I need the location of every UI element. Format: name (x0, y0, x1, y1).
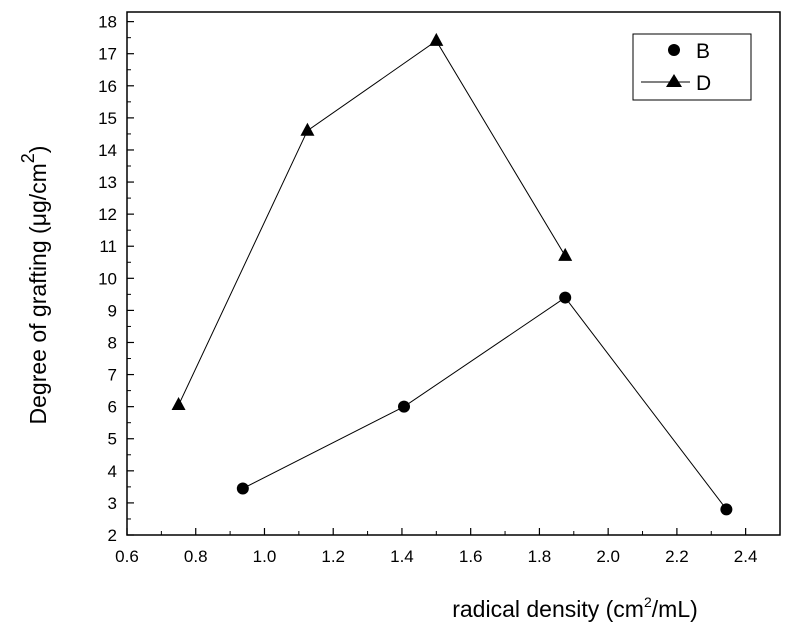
series-b-point (559, 291, 572, 304)
series-d-point (429, 32, 444, 46)
series-b-point (720, 503, 733, 516)
x-tick-label: 1.4 (390, 547, 414, 566)
y-tick-label: 4 (108, 462, 117, 481)
series-d-point (171, 397, 186, 411)
legend-box (632, 33, 752, 101)
x-tick-label: 0.8 (184, 547, 208, 566)
y-tick-label: 9 (108, 301, 117, 320)
x-axis-title: radical density (cm2/mL) (452, 594, 698, 622)
series-b-point (236, 482, 249, 495)
x-axis-ticks: 0.6 0.8 1.0 1.2 1.4 1.6 1.8 2.0 2.2 2.4 (115, 528, 757, 566)
y-axis-title: Degree of grafting (μg/cm2) (18, 146, 51, 425)
x-tick-label: 1.2 (321, 547, 345, 566)
legend-item-d: D (641, 72, 711, 95)
y-tick-label: 15 (98, 109, 117, 128)
series-d-line (178, 40, 566, 406)
y-tick-label: 8 (108, 333, 117, 352)
x-tick-label: 2.0 (596, 547, 620, 566)
y-tick-label: 16 (98, 77, 117, 96)
y-tick-label: 10 (98, 269, 117, 288)
x-tick-label: 1.0 (253, 547, 277, 566)
y-tick-label: 6 (108, 398, 117, 417)
y-tick-label: 11 (99, 237, 117, 256)
series-d-point (558, 247, 573, 261)
y-tick-label: 3 (108, 494, 117, 513)
x-tick-label: 0.6 (115, 547, 139, 566)
legend-marker-b (668, 44, 680, 56)
series-layer (171, 32, 733, 516)
legend-label-b: B (696, 40, 710, 63)
series-d-point (300, 122, 315, 136)
legend-item-b: B (668, 40, 710, 63)
y-tick-label: 7 (108, 366, 117, 385)
legend: B D (632, 33, 752, 101)
y-axis-ticks: 2 3 4 5 6 7 8 9 10 11 12 13 14 15 16 17 18 (98, 13, 134, 545)
x-tick-label: 1.8 (528, 547, 552, 566)
series-b-line (242, 296, 727, 510)
x-tick-label: 2.2 (665, 547, 689, 566)
legend-label-d: D (696, 72, 711, 95)
y-tick-label: 18 (98, 13, 117, 32)
y-tick-label: 13 (98, 173, 117, 192)
plot-frame (126, 11, 781, 536)
legend-marker-d (666, 74, 682, 87)
y-tick-label: 17 (98, 45, 117, 64)
x-tick-label: 1.6 (459, 547, 483, 566)
y-tick-label: 14 (98, 141, 117, 160)
series-b-point (398, 400, 411, 413)
y-tick-label: 5 (108, 430, 117, 449)
y-tick-label: 12 (98, 205, 117, 224)
x-tick-label: 2.4 (734, 547, 758, 566)
y-tick-label: 2 (108, 526, 117, 545)
